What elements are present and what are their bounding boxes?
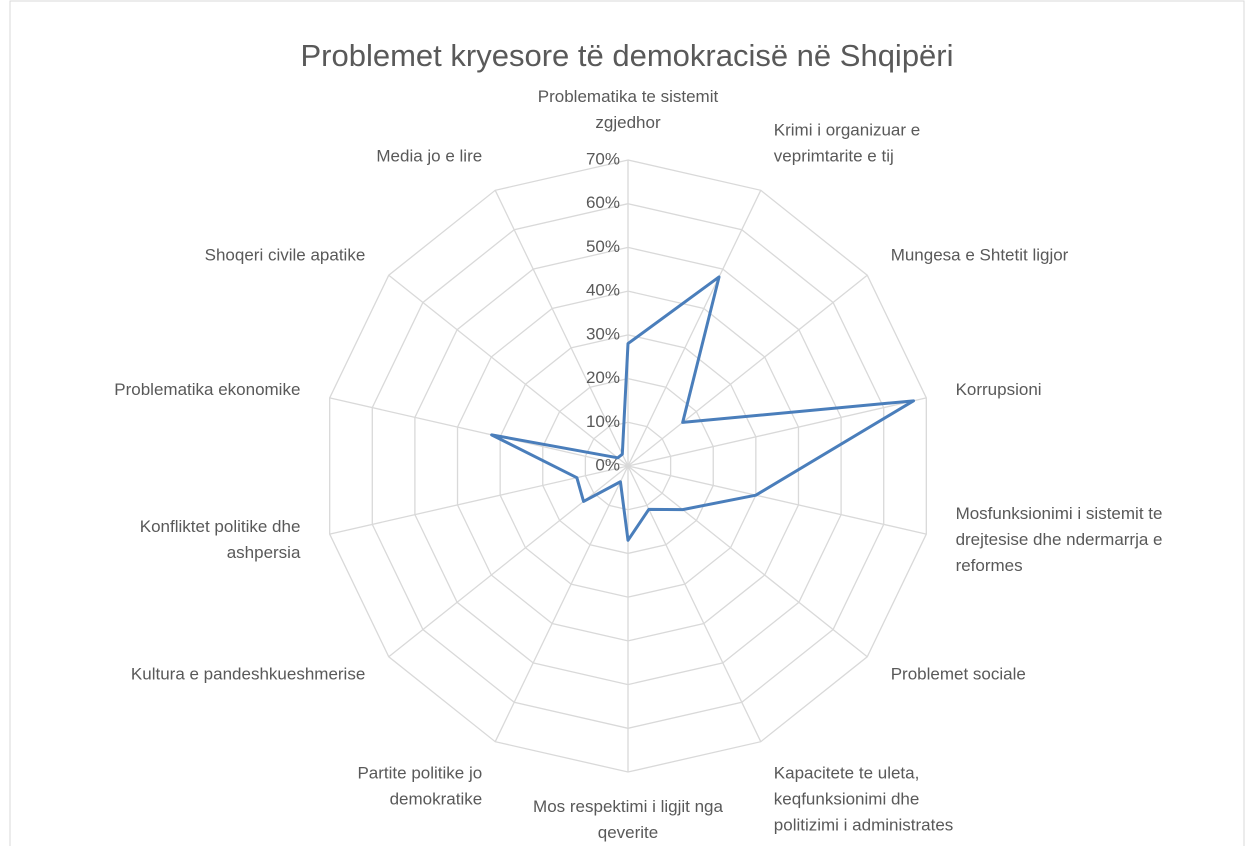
category-label: Problematika ekonomike <box>114 381 300 400</box>
category-label: Shoqeri civile apatike <box>205 246 366 265</box>
category-label: Problemet sociale <box>891 665 1026 684</box>
category-label: Kapacitete te uleta, keqfunksionimi dhe po… <box>774 764 954 835</box>
spoke <box>627 465 762 742</box>
spoke <box>627 397 927 467</box>
spoke <box>494 465 629 742</box>
spoke <box>627 465 868 658</box>
category-label: Problematika te sistemit zgjedhor <box>538 87 719 132</box>
y-tick-label: 40% <box>586 281 620 300</box>
spoke <box>627 190 762 467</box>
y-tick-label: 10% <box>586 412 620 431</box>
spoke <box>388 274 629 467</box>
spoke <box>494 190 629 467</box>
spoke <box>627 465 927 535</box>
category-label: Partite politike jo demokratike <box>357 764 482 809</box>
category-label: Mos respektimi i ligjit nga qeverite <box>533 797 723 842</box>
category-label: Konfliktet politike dhe ashpersia <box>140 517 301 562</box>
chart-title: Problemet kryesore të demokracisë në Shq… <box>300 38 953 73</box>
spoke <box>329 397 629 467</box>
y-tick-label: 30% <box>586 324 620 343</box>
series-line <box>490 275 916 542</box>
category-label: Kultura e pandeshkueshmerise <box>131 665 365 684</box>
y-tick-label: 60% <box>586 193 620 212</box>
category-label: Media jo e lire <box>376 147 482 166</box>
category-label: Krimi i organizuar e veprimtarite e tij <box>774 121 920 166</box>
spoke <box>388 465 629 658</box>
y-tick-label: 50% <box>586 237 620 256</box>
category-label: Mosfunksionimi i sistemit te drejtesise d… <box>956 504 1163 575</box>
chart-border <box>9 0 1245 846</box>
category-label: Mungesa e Shtetit ligjor <box>891 246 1069 265</box>
y-tick-label: 70% <box>586 149 620 168</box>
spoke <box>627 274 868 467</box>
y-tick-label: 20% <box>586 368 620 387</box>
y-tick-label: 0% <box>595 455 620 474</box>
category-label: Korrupsioni <box>956 381 1042 400</box>
